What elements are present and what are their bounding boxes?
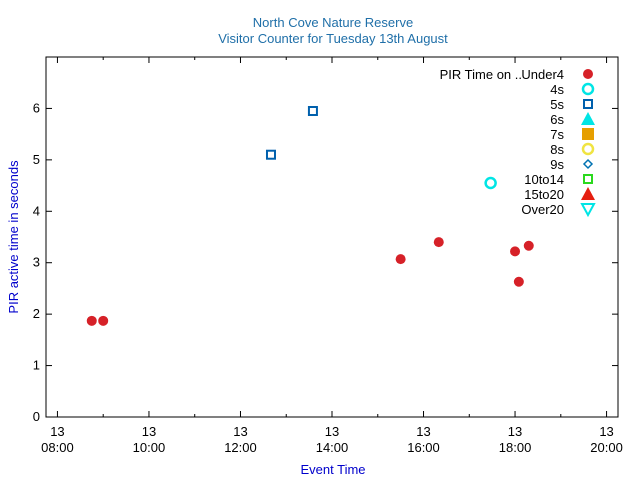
- chart-title: North Cove Nature Reserve: [253, 15, 413, 30]
- y-tick-label: 0: [33, 409, 40, 424]
- y-tick-label: 4: [33, 203, 40, 218]
- data-point-under4: [86, 315, 97, 326]
- legend-label: 7s: [550, 127, 564, 142]
- legend-marker-4s: [581, 82, 595, 96]
- x-tick-label: 20:00: [590, 440, 623, 455]
- legend-label: 9s: [550, 157, 564, 172]
- y-tick-label: 2: [33, 306, 40, 321]
- legend-title: PIR Time on ..: [440, 67, 522, 82]
- legend-marker-7s: [582, 128, 594, 140]
- legend-marker-15to20: [581, 187, 595, 200]
- legend: PIR Time on .. Under44s5s6s7s8s9s10to141…: [440, 67, 596, 218]
- data-point-under4: [433, 237, 444, 248]
- legend-label: 5s: [550, 97, 564, 112]
- x-tick-label: 10:00: [133, 440, 166, 455]
- legend-marker-6s: [581, 112, 595, 125]
- legend-marker-over20: [580, 203, 596, 218]
- data-point-under4: [513, 276, 524, 287]
- x-tick-day: 13: [416, 424, 430, 439]
- data-point-under4: [98, 315, 109, 326]
- axis-ticks: 01234561308:001310:001312:001314:001316:…: [33, 57, 623, 455]
- y-tick-label: 6: [33, 100, 40, 115]
- x-tick-label: 16:00: [407, 440, 440, 455]
- data-points: [86, 106, 534, 326]
- x-tick-label: 18:00: [499, 440, 532, 455]
- legend-label: Under4: [521, 67, 564, 82]
- legend-marker-10to14: [583, 174, 593, 184]
- legend-label: Over20: [521, 202, 564, 217]
- x-tick-day: 13: [508, 424, 522, 439]
- data-point-under4: [523, 240, 534, 251]
- plot-frame: [45, 56, 619, 418]
- legend-label: 10to14: [524, 172, 564, 187]
- legend-label: 6s: [550, 112, 564, 127]
- data-point-5s: [265, 149, 276, 160]
- data-point-under4: [395, 254, 406, 265]
- data-point-5s: [307, 106, 318, 116]
- legend-marker-8s: [581, 142, 595, 156]
- y-tick-label: 5: [33, 152, 40, 167]
- chart-subtitle: Visitor Counter for Tuesday 13th August: [218, 31, 448, 46]
- legend-label: 15to20: [524, 187, 564, 202]
- legend-marker-under4: [583, 69, 593, 79]
- data-point-under4: [510, 246, 521, 257]
- x-tick-day: 13: [325, 424, 339, 439]
- x-tick-day: 13: [50, 424, 64, 439]
- x-tick-day: 13: [142, 424, 156, 439]
- x-tick-day: 13: [233, 424, 247, 439]
- x-tick-label: 12:00: [224, 440, 257, 455]
- legend-label: 4s: [550, 82, 564, 97]
- y-tick-label: 1: [33, 358, 40, 373]
- x-tick-label: 08:00: [41, 440, 74, 455]
- y-tick-label: 3: [33, 255, 40, 270]
- x-axis-label: Event Time: [300, 462, 365, 477]
- legend-marker-5s: [583, 99, 593, 109]
- x-tick-label: 14:00: [316, 440, 349, 455]
- y-axis-label: PIR active time in seconds: [6, 160, 21, 314]
- legend-label: 8s: [550, 142, 564, 157]
- data-point-4s: [484, 176, 497, 190]
- x-tick-day: 13: [599, 424, 613, 439]
- legend-marker-9s: [582, 158, 594, 170]
